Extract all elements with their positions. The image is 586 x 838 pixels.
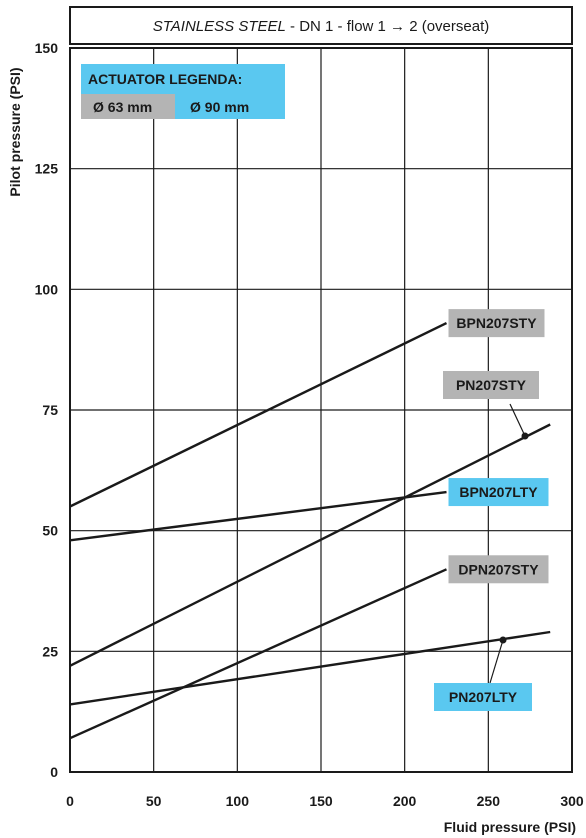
x-tick-label: 150 bbox=[309, 793, 333, 809]
y-tick-label: 50 bbox=[42, 523, 58, 539]
grid-lines bbox=[70, 48, 572, 772]
leader-dot-pn207sty bbox=[521, 432, 529, 440]
series-label-box-bpn207sty bbox=[448, 309, 545, 338]
axis-ticks: 0 50 100 150 200 250 300 0 25 50 75 100 125 150 bbox=[35, 40, 584, 809]
plot-frame bbox=[69, 47, 573, 773]
chart-title-italic: STAINLESS STEEL bbox=[153, 18, 286, 35]
y-tick-label: 100 bbox=[35, 281, 59, 297]
x-tick-label: 0 bbox=[66, 793, 74, 809]
series-line-bpn207sty bbox=[69, 322, 448, 508]
series-label-box-pn207lty bbox=[434, 683, 532, 711]
x-axis-title: Fluid pressure (PSI) bbox=[444, 819, 576, 835]
legend-swatch-63mm bbox=[81, 94, 175, 119]
chart-title-rest: - DN 1 - flow 1 → 2 (overseat) bbox=[286, 18, 489, 35]
x-tick-label: 200 bbox=[393, 793, 417, 809]
series-lines bbox=[69, 322, 551, 740]
series-label-box-dpn207sty bbox=[448, 555, 549, 584]
leader-line-pn207lty bbox=[489, 639, 504, 684]
series-line-pn207sty bbox=[69, 423, 551, 667]
x-tick-label: 250 bbox=[477, 793, 501, 809]
leader-dot-pn207lty bbox=[499, 636, 507, 644]
series-label-box-pn207sty bbox=[443, 371, 539, 399]
title-box bbox=[69, 6, 573, 45]
series-label-bpn207sty: BPN207STY bbox=[456, 315, 537, 331]
legend-label-90mm: Ø 90 mm bbox=[190, 99, 249, 115]
leader-line-pn207sty bbox=[509, 403, 526, 437]
series-label-bpn207lty: BPN207LTY bbox=[459, 484, 538, 500]
y-tick-label: 25 bbox=[42, 643, 58, 659]
x-tick-label: 50 bbox=[146, 793, 162, 809]
series-line-bpn207lty bbox=[69, 490, 447, 542]
x-tick-label: 100 bbox=[226, 793, 250, 809]
legend-swatch-90mm bbox=[175, 94, 285, 119]
legend: ACTUATOR LEGENDA: Ø 63 mm Ø 90 mm bbox=[81, 64, 285, 119]
y-axis-title: Pilot pressure (PSI) bbox=[7, 67, 23, 196]
x-tick-label: 300 bbox=[560, 793, 584, 809]
series-label-dpn207sty: DPN207STY bbox=[458, 561, 539, 577]
series-line-pn207lty bbox=[69, 630, 551, 706]
series-label-pn207sty: PN207STY bbox=[456, 377, 527, 393]
series-line-dpn207sty bbox=[69, 568, 447, 740]
series-labels: BPN207STY PN207STY BPN207LTY DPN207STY PN207… bbox=[434, 309, 549, 711]
series-label-pn207lty: PN207LTY bbox=[449, 689, 518, 705]
y-tick-label: 125 bbox=[35, 161, 59, 177]
legend-label-63mm: Ø 63 mm bbox=[93, 99, 152, 115]
y-tick-label: 150 bbox=[35, 40, 59, 56]
y-tick-label: 0 bbox=[50, 764, 58, 780]
y-tick-label: 75 bbox=[42, 402, 58, 418]
series-label-box-bpn207lty bbox=[448, 478, 549, 507]
legend-title: ACTUATOR LEGENDA: bbox=[88, 71, 242, 87]
chart-title: STAINLESS STEEL - DN 1 - flow 1 → 2 (ove… bbox=[153, 18, 490, 35]
